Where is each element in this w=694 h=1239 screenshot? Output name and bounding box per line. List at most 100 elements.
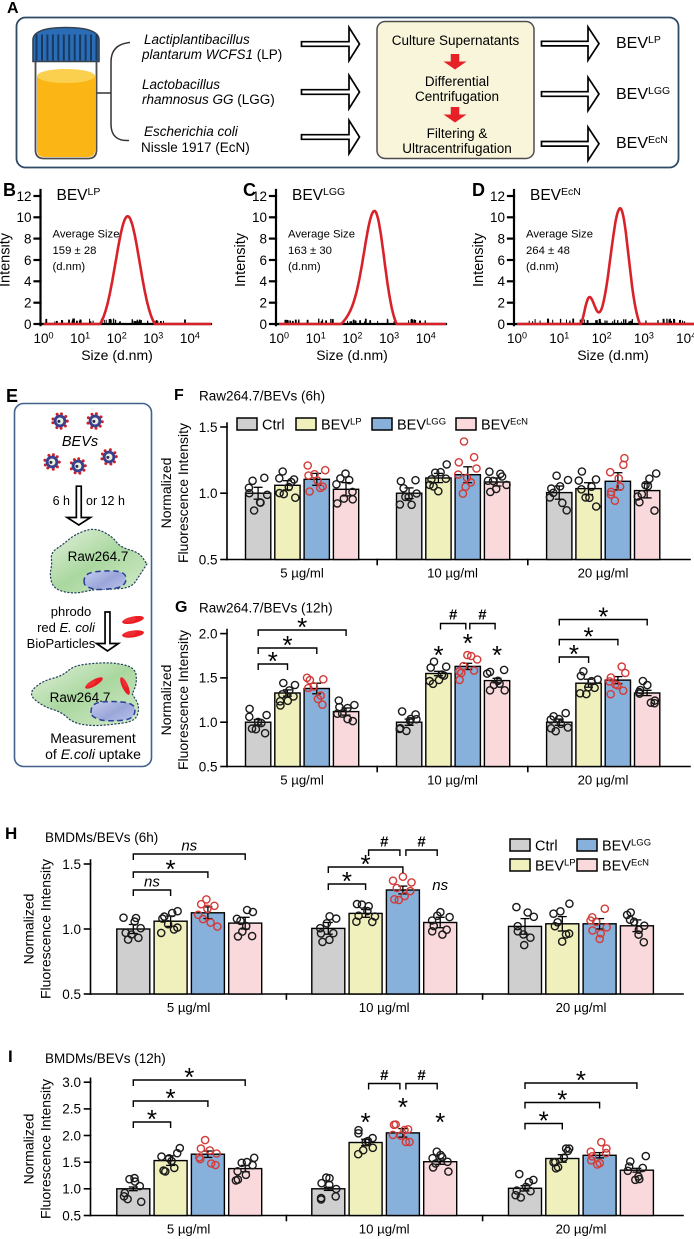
svg-text:F: F (174, 387, 184, 404)
svg-text:E: E (6, 386, 18, 406)
svg-text:*: * (184, 1062, 194, 1092)
svg-text:100: 100 (33, 331, 53, 347)
svg-text:104: 104 (180, 331, 200, 347)
svg-text:Raw264.7: Raw264.7 (50, 690, 111, 705)
svg-text:12: 12 (16, 189, 31, 204)
svg-text:BEVLP: BEVLP (535, 858, 576, 875)
svg-text:103: 103 (379, 331, 399, 347)
svg-text:BEVEcN: BEVEcN (530, 186, 581, 204)
svg-text:159 ± 28: 159 ± 28 (53, 245, 97, 257)
svg-text:8: 8 (497, 231, 505, 246)
svg-text:5 µg/ml: 5 µg/ml (167, 1000, 211, 1015)
svg-text:102: 102 (342, 331, 362, 347)
svg-text:12: 12 (490, 189, 505, 204)
svg-text:6 h: 6 h (53, 494, 70, 508)
svg-text:0.5: 0.5 (62, 1208, 81, 1223)
svg-text:H: H (5, 824, 17, 843)
svg-text:1.5: 1.5 (199, 671, 218, 686)
svg-text:#: # (449, 607, 458, 624)
svg-text:10 µg/ml: 10 µg/ml (427, 566, 478, 581)
svg-text:Lactiplantibacillus: Lactiplantibacillus (144, 32, 250, 47)
svg-text:A: A (7, 0, 19, 17)
svg-text:10 µg/ml: 10 µg/ml (359, 1000, 410, 1015)
svg-text:Normalized: Normalized (21, 894, 37, 965)
svg-text:Size (d.nm): Size (d.nm) (316, 347, 388, 363)
svg-text:Lactobacillus: Lactobacillus (142, 77, 220, 92)
svg-text:Filtering &: Filtering & (427, 126, 488, 141)
svg-text:Average Size: Average Size (53, 229, 120, 241)
svg-text:10: 10 (490, 210, 505, 225)
svg-text:Intensity: Intensity (471, 232, 487, 287)
svg-text:5 µg/ml: 5 µg/ml (167, 1222, 211, 1237)
svg-text:2: 2 (497, 295, 505, 310)
svg-text:10 µg/ml: 10 µg/ml (359, 1222, 410, 1237)
svg-text:or 12 h: or 12 h (86, 494, 125, 508)
svg-text:G: G (175, 599, 187, 616)
svg-text:1.0: 1.0 (62, 1182, 81, 1197)
svg-text:C: C (243, 180, 256, 200)
svg-text:#: # (417, 1067, 426, 1084)
svg-text:Fluorescence Intensity: Fluorescence Intensity (38, 1079, 54, 1219)
svg-text:*: * (147, 1104, 157, 1134)
svg-text:ns: ns (432, 877, 448, 894)
svg-text:Ctrl: Ctrl (535, 839, 558, 855)
svg-text:*: * (576, 1065, 586, 1095)
svg-text:4: 4 (497, 274, 505, 289)
svg-text:Normalized: Normalized (21, 1114, 37, 1185)
svg-text:Intensity: Intensity (0, 232, 14, 287)
svg-text:plantarum WCFS1 (LP): plantarum WCFS1 (LP) (141, 47, 282, 62)
svg-text:101: 101 (70, 331, 90, 347)
svg-text:Centrifugation: Centrifugation (415, 89, 499, 104)
svg-text:20 µg/ml: 20 µg/ml (578, 773, 629, 788)
svg-text:4: 4 (24, 274, 32, 289)
svg-text:0: 0 (24, 317, 32, 332)
svg-text:*: * (166, 854, 176, 884)
svg-text:*: * (282, 630, 292, 660)
svg-text:1.5: 1.5 (62, 1155, 81, 1170)
svg-text:3.0: 3.0 (62, 1075, 81, 1090)
svg-text:Nissle 1917 (EcN): Nissle 1917 (EcN) (141, 140, 250, 155)
svg-text:2: 2 (259, 295, 267, 310)
svg-text:*: * (598, 602, 608, 632)
svg-text:2.5: 2.5 (62, 1102, 81, 1117)
svg-text:1.0: 1.0 (62, 922, 81, 937)
svg-text:Raw264.7/BEVs (6h): Raw264.7/BEVs (6h) (199, 389, 325, 404)
svg-text:Intensity: Intensity (233, 232, 249, 287)
svg-text:0: 0 (497, 317, 505, 332)
svg-text:(d.nm): (d.nm) (526, 261, 559, 273)
svg-text:4: 4 (259, 274, 267, 289)
svg-text:Fluorescence Intensity: Fluorescence Intensity (38, 859, 54, 999)
svg-text:10 µg/ml: 10 µg/ml (427, 773, 478, 788)
svg-text:264 ± 48: 264 ± 48 (526, 245, 570, 257)
svg-text:8: 8 (259, 231, 267, 246)
svg-text:BEVLGG: BEVLGG (292, 186, 345, 204)
svg-text:*: * (433, 640, 443, 670)
svg-text:BEVs: BEVs (62, 434, 98, 450)
svg-text:*: * (268, 646, 278, 676)
svg-text:102: 102 (592, 331, 612, 347)
svg-text:Normalized: Normalized (158, 665, 174, 736)
svg-text:Differential: Differential (425, 74, 489, 89)
svg-text:D: D (472, 180, 485, 200)
svg-text:Ultracentrifugation: Ultracentrifugation (402, 141, 512, 156)
svg-text:*: * (584, 622, 594, 652)
svg-text:104: 104 (416, 331, 436, 347)
svg-text:6: 6 (259, 253, 267, 268)
svg-text:ns: ns (181, 838, 197, 855)
svg-text:20 µg/ml: 20 µg/ml (556, 1000, 607, 1015)
svg-text:6: 6 (24, 253, 32, 268)
svg-text:163 ± 30: 163 ± 30 (288, 245, 332, 257)
svg-text:BEVEcN: BEVEcN (602, 858, 649, 875)
svg-text:Escherichia coli: Escherichia coli (144, 124, 239, 139)
svg-text:0.5: 0.5 (62, 987, 81, 1002)
svg-text:*: * (435, 1107, 445, 1137)
svg-text:*: * (361, 849, 371, 879)
svg-text:*: * (342, 866, 352, 896)
svg-text:Raw264.7: Raw264.7 (68, 549, 129, 564)
svg-text:#: # (478, 607, 487, 624)
svg-text:ns: ns (144, 874, 160, 891)
svg-text:*: * (492, 640, 502, 670)
svg-text:Normalized: Normalized (158, 458, 174, 529)
svg-text:Size (d.nm): Size (d.nm) (81, 347, 153, 363)
svg-text:BEVLP: BEVLP (57, 186, 101, 204)
